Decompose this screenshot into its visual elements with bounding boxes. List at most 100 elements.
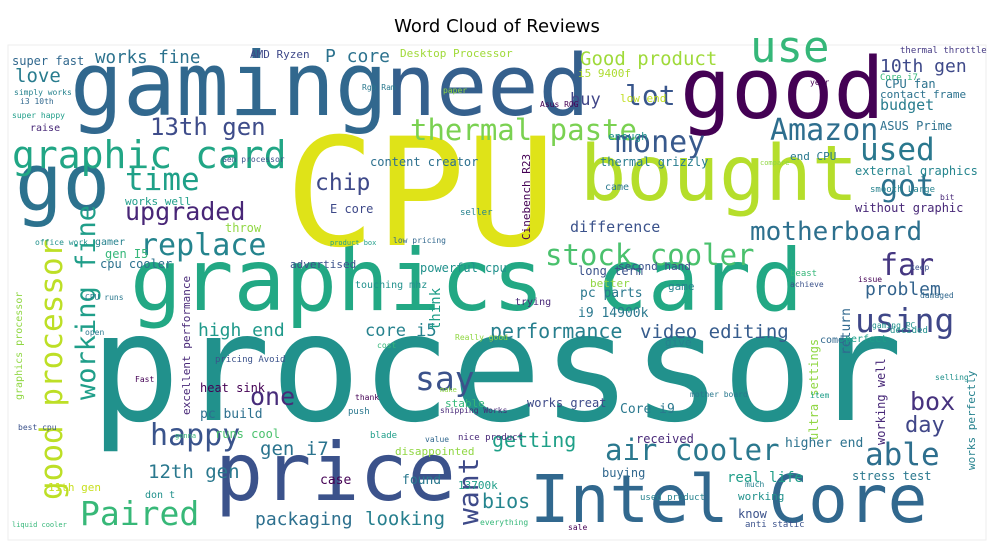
- word: works great: [527, 396, 606, 410]
- word: gen I5: [105, 247, 148, 261]
- word: sale: [568, 523, 587, 532]
- word: think: [428, 287, 444, 330]
- word: mother board: [690, 390, 748, 399]
- word: looking: [365, 508, 445, 530]
- word: Good product: [580, 48, 717, 70]
- word: better: [590, 277, 630, 290]
- word: love: [15, 65, 61, 87]
- word: graphics processor: [14, 292, 25, 400]
- word: ASUS Prime: [880, 119, 952, 133]
- word: decided: [890, 326, 928, 336]
- word: AMD Ryzen: [250, 48, 310, 61]
- word: difference: [570, 218, 660, 236]
- word: case: [320, 473, 351, 488]
- word: liquid cooler: [12, 521, 67, 529]
- word: chip: [315, 170, 370, 196]
- word: come: [820, 335, 844, 346]
- word: give: [665, 336, 692, 349]
- word: 12th gen: [148, 461, 240, 483]
- word: thermal throttle: [900, 46, 987, 56]
- word: touching mhz: [355, 280, 427, 291]
- word: ultra settings: [807, 339, 821, 440]
- word: super happy: [12, 111, 65, 120]
- word: know: [738, 507, 768, 521]
- word: keep: [910, 263, 929, 272]
- word: issue: [858, 275, 882, 284]
- word: gen i7: [260, 438, 329, 460]
- word: best cpu: [18, 423, 57, 432]
- word: beast: [790, 269, 817, 279]
- word: 10th gen: [880, 56, 967, 77]
- chart-title: Word Cloud of Reviews: [394, 16, 600, 37]
- word: pc build: [200, 407, 263, 422]
- word: bought: [580, 130, 858, 219]
- word: able: [865, 437, 940, 473]
- word: stress test: [852, 469, 931, 483]
- word: gaming: [70, 33, 388, 136]
- word: Gen processor: [222, 155, 285, 164]
- word: item: [810, 391, 829, 400]
- word: received: [636, 432, 694, 446]
- word: powerful cpu: [420, 261, 507, 275]
- word: super fast: [12, 54, 84, 68]
- word: graphics card: [130, 231, 803, 331]
- word: everything: [480, 518, 528, 527]
- word: got: [880, 169, 934, 204]
- word: gaming PC: [872, 321, 916, 330]
- word: price: [215, 426, 456, 519]
- word: graphic card: [12, 133, 287, 177]
- word: Fast: [135, 375, 154, 384]
- cloud-area: [7, 44, 987, 541]
- word: i9 14900k: [578, 306, 649, 321]
- word: use: [750, 22, 829, 73]
- word: perfect: [845, 334, 887, 345]
- word: year: [810, 78, 829, 87]
- word: stock cooler: [545, 238, 755, 272]
- word: using: [855, 301, 954, 340]
- word: Asus ROG: [540, 100, 579, 109]
- word: advertised: [290, 258, 356, 271]
- word: money: [615, 125, 705, 160]
- word: Paired: [80, 494, 199, 533]
- word: return: [839, 308, 854, 355]
- word: value: [425, 435, 449, 444]
- word: buying: [602, 466, 645, 480]
- word: cost: [377, 341, 396, 350]
- word: working well: [874, 358, 888, 445]
- word: much: [745, 480, 764, 489]
- word: 11th gen: [48, 481, 101, 494]
- word: go: [15, 137, 110, 229]
- word: happy: [150, 418, 240, 453]
- word: second hand: [618, 260, 691, 273]
- word: selling: [935, 373, 969, 382]
- word: excellent performance: [180, 276, 193, 415]
- word: used product: [640, 493, 705, 503]
- word: 13th gen: [150, 113, 266, 141]
- word: disappointed: [395, 445, 474, 458]
- word: processor: [90, 282, 903, 456]
- word: pc parts: [580, 286, 643, 301]
- word: without graphic: [855, 201, 963, 215]
- word: CPU: [285, 107, 556, 281]
- word: achieve: [790, 280, 824, 289]
- word: heat sink: [200, 381, 266, 395]
- word: time: [125, 162, 200, 198]
- word: low pricing: [393, 236, 446, 245]
- word: Core i7: [880, 73, 918, 83]
- word: thermal paste: [410, 113, 637, 147]
- word: i3 10th: [20, 97, 54, 106]
- word: content creator: [370, 155, 478, 169]
- word: packaging: [255, 509, 353, 530]
- word: works fine: [95, 48, 200, 68]
- word: box: [910, 387, 955, 416]
- word: contact frame: [880, 88, 966, 101]
- word: video editing: [640, 321, 789, 343]
- word: far: [880, 248, 934, 283]
- word: working fine: [71, 205, 102, 400]
- word: Amazon: [770, 113, 878, 148]
- word: smooth Large: [870, 185, 935, 195]
- word: open: [85, 328, 104, 337]
- word: damaged: [920, 291, 954, 300]
